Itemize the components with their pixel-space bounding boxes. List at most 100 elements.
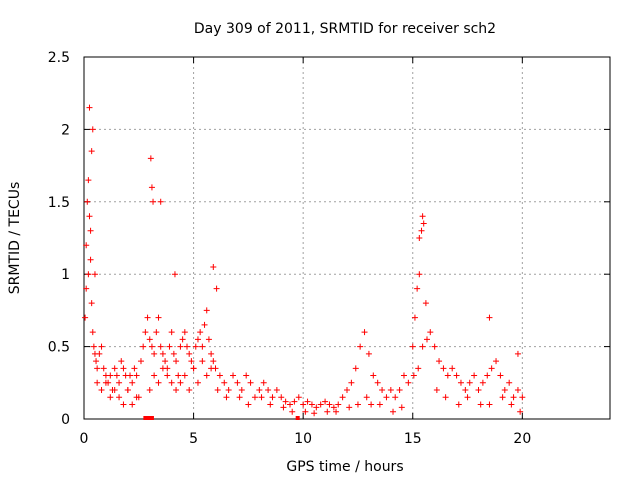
data-point bbox=[214, 387, 221, 394]
data-point bbox=[230, 372, 237, 379]
data-point bbox=[357, 343, 364, 350]
data-point bbox=[251, 394, 258, 401]
data-point bbox=[308, 401, 315, 408]
data-point bbox=[94, 379, 101, 386]
data-point bbox=[168, 329, 175, 336]
data-point bbox=[83, 285, 90, 292]
data-point bbox=[370, 372, 377, 379]
data-point bbox=[400, 372, 407, 379]
data-point bbox=[291, 398, 298, 405]
data-point bbox=[133, 394, 140, 401]
data-point bbox=[94, 365, 101, 372]
data-point bbox=[168, 379, 175, 386]
data-point bbox=[85, 271, 92, 278]
data-point bbox=[333, 408, 340, 415]
plot-frame bbox=[83, 56, 611, 420]
data-point bbox=[210, 358, 217, 365]
data-point bbox=[96, 350, 103, 357]
data-point bbox=[302, 408, 309, 415]
data-point bbox=[162, 358, 169, 365]
data-point bbox=[203, 307, 210, 314]
data-point bbox=[273, 387, 280, 394]
data-point bbox=[442, 394, 449, 401]
data-point bbox=[98, 387, 105, 394]
data-point bbox=[137, 358, 144, 365]
data-point bbox=[153, 329, 160, 336]
data-point bbox=[179, 336, 186, 343]
y-axis-label: SRMTID / TECUs bbox=[7, 182, 23, 295]
data-point bbox=[415, 365, 422, 372]
data-point bbox=[181, 329, 188, 336]
data-point bbox=[146, 387, 153, 394]
data-point bbox=[295, 394, 302, 401]
baseline-point bbox=[143, 416, 148, 420]
data-point bbox=[433, 387, 440, 394]
data-point bbox=[455, 401, 462, 408]
data-point bbox=[508, 401, 515, 408]
data-point bbox=[488, 365, 495, 372]
data-point bbox=[88, 148, 95, 155]
data-point bbox=[177, 379, 184, 386]
data-point bbox=[111, 365, 118, 372]
data-point bbox=[453, 372, 460, 379]
data-point bbox=[199, 343, 206, 350]
data-point bbox=[144, 314, 151, 321]
data-point bbox=[419, 213, 426, 220]
data-point bbox=[225, 387, 232, 394]
data-point bbox=[510, 394, 517, 401]
data-point bbox=[120, 365, 127, 372]
data-point bbox=[90, 343, 97, 350]
data-point bbox=[260, 379, 267, 386]
data-point bbox=[449, 365, 456, 372]
data-point bbox=[186, 387, 193, 394]
data-point bbox=[354, 401, 361, 408]
data-point bbox=[102, 379, 109, 386]
data-point bbox=[88, 300, 95, 307]
data-point bbox=[396, 387, 403, 394]
data-point bbox=[190, 365, 197, 372]
data-point bbox=[326, 401, 333, 408]
data-point bbox=[129, 401, 136, 408]
data-point bbox=[506, 379, 513, 386]
data-point bbox=[311, 410, 318, 417]
data-point bbox=[157, 198, 164, 205]
data-point bbox=[267, 401, 274, 408]
data-point bbox=[184, 343, 191, 350]
data-point bbox=[519, 394, 526, 401]
data-point bbox=[120, 401, 127, 408]
data-point bbox=[420, 220, 427, 227]
data-point bbox=[85, 177, 92, 184]
data-point bbox=[440, 365, 447, 372]
data-point bbox=[93, 358, 100, 365]
data-point bbox=[150, 198, 157, 205]
data-point bbox=[82, 314, 89, 321]
data-point bbox=[423, 336, 430, 343]
data-point bbox=[129, 379, 136, 386]
y-tick-label: 0 bbox=[61, 412, 70, 428]
data-point bbox=[151, 372, 158, 379]
data-point bbox=[300, 401, 307, 408]
data-point bbox=[100, 365, 107, 372]
data-point bbox=[170, 350, 177, 357]
data-point bbox=[197, 329, 204, 336]
data-point bbox=[87, 256, 94, 263]
data-point bbox=[213, 285, 220, 292]
data-point bbox=[116, 394, 123, 401]
data-point bbox=[431, 343, 438, 350]
data-point bbox=[247, 379, 254, 386]
data-point bbox=[379, 387, 386, 394]
x-axis-label: GPS time / hours bbox=[286, 459, 403, 475]
data-point bbox=[514, 387, 521, 394]
data-point bbox=[223, 394, 230, 401]
data-point bbox=[84, 198, 91, 205]
data-point bbox=[265, 387, 272, 394]
data-point bbox=[514, 350, 521, 357]
data-point bbox=[146, 336, 153, 343]
data-point bbox=[118, 358, 125, 365]
data-point bbox=[142, 329, 149, 336]
x-tick-label: 10 bbox=[294, 431, 312, 447]
data-point bbox=[304, 398, 311, 405]
data-point bbox=[221, 379, 228, 386]
data-point bbox=[475, 387, 482, 394]
data-point bbox=[479, 379, 486, 386]
